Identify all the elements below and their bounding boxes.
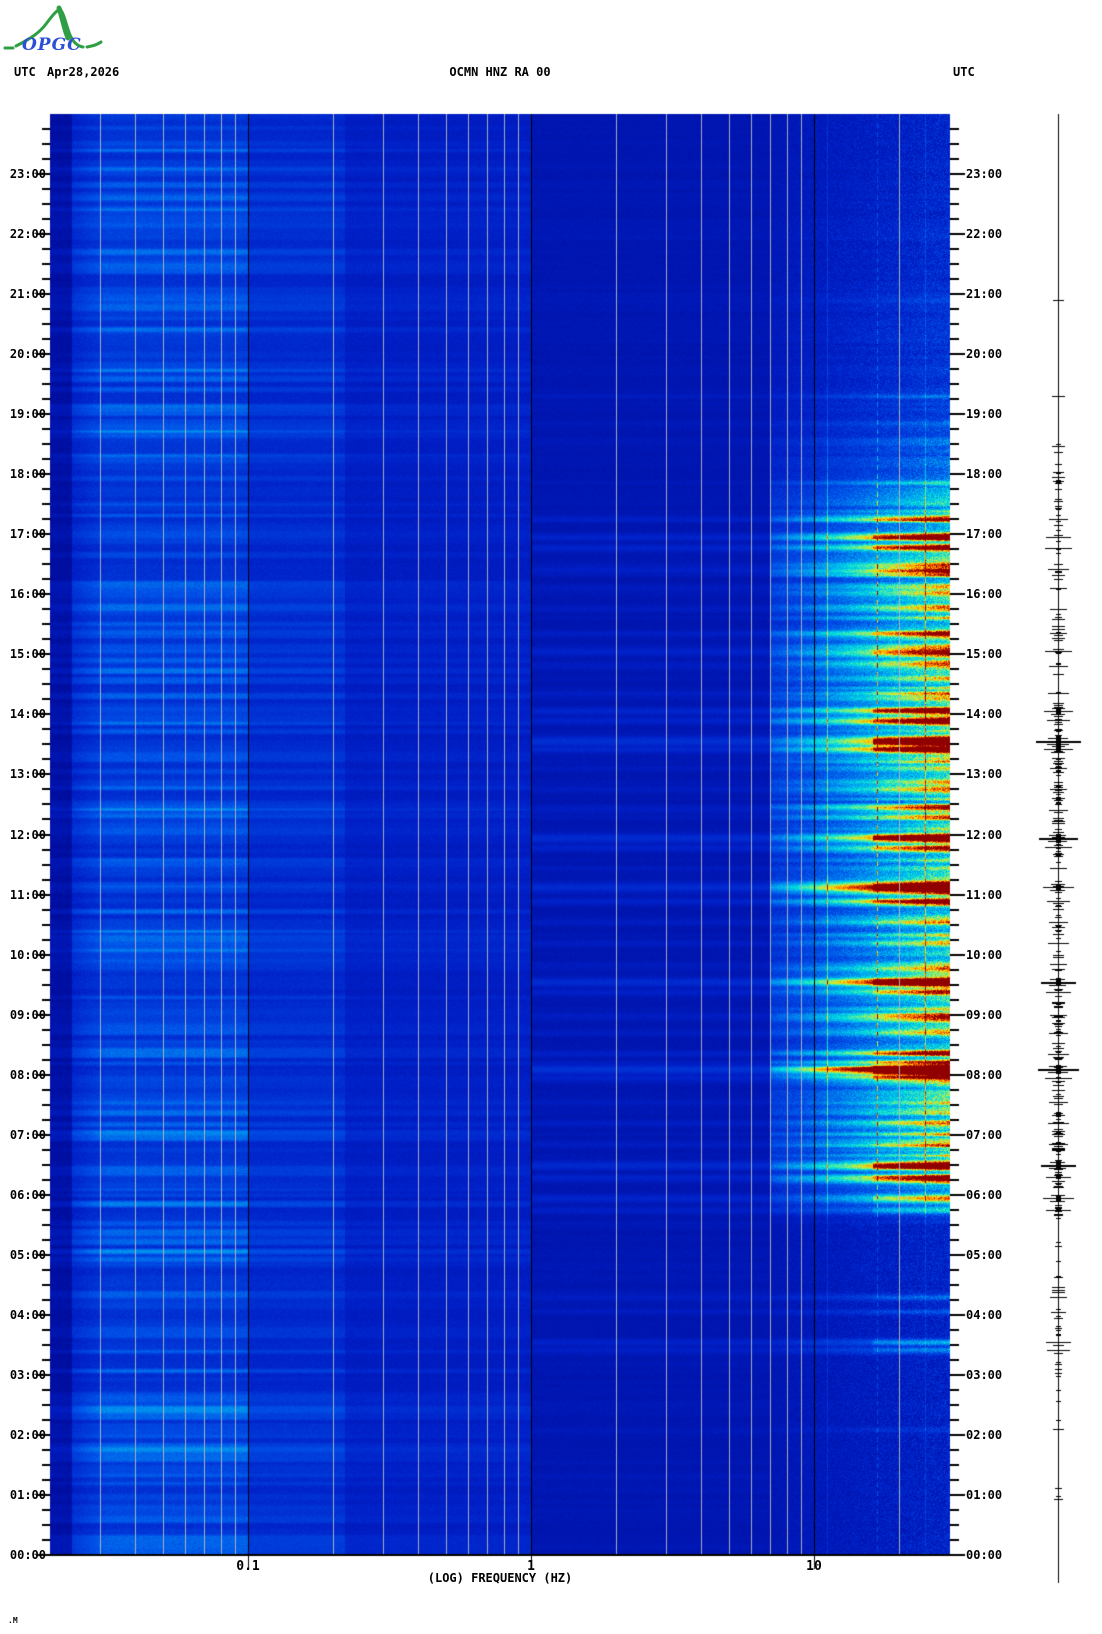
time-label-left: 01:00 <box>9 1487 46 1502</box>
freq-tick-label: 0.1 <box>236 1559 260 1574</box>
time-label-left: 19:00 <box>9 407 46 422</box>
time-label-left: 22:00 <box>9 227 46 242</box>
time-label-left: 04:00 <box>9 1307 46 1322</box>
time-label-left: 02:00 <box>9 1427 46 1442</box>
time-label-left: 03:00 <box>9 1367 46 1382</box>
time-label-left: 11:00 <box>9 887 46 902</box>
freq-tick-label: 1 <box>527 1559 535 1574</box>
time-label-right: 13:00 <box>966 767 1003 782</box>
time-label-left: 12:00 <box>9 827 46 842</box>
footer-mark: .M <box>8 1616 18 1625</box>
time-label-right: 12:00 <box>966 827 1003 842</box>
time-label-right: 18:00 <box>966 467 1003 482</box>
time-label-left: 09:00 <box>9 1007 46 1022</box>
time-label-left: 23:00 <box>9 167 46 182</box>
time-label-left: 08:00 <box>9 1067 46 1082</box>
time-label-right: 20:00 <box>966 347 1003 362</box>
time-label-right: 11:00 <box>966 887 1003 902</box>
time-label-left: 14:00 <box>9 707 46 722</box>
time-label-right: 06:00 <box>966 1187 1003 1202</box>
time-label-right: 21:00 <box>966 287 1003 302</box>
time-label-left: 16:00 <box>9 587 46 602</box>
time-label-left: 18:00 <box>9 467 46 482</box>
time-label-left: 05:00 <box>9 1247 46 1262</box>
time-label-left: 21:00 <box>9 287 46 302</box>
time-label-right: 17:00 <box>966 527 1003 542</box>
time-label-right: 10:00 <box>966 947 1003 962</box>
time-label-right: 22:00 <box>966 227 1003 242</box>
time-label-right: 03:00 <box>966 1367 1003 1382</box>
time-label-right: 19:00 <box>966 407 1003 422</box>
time-label-left: 00:00 <box>9 1548 46 1562</box>
time-label-left: 07:00 <box>9 1127 46 1142</box>
time-label-left: 10:00 <box>9 947 46 962</box>
time-label-left: 17:00 <box>9 527 46 542</box>
time-label-right: 04:00 <box>966 1307 1003 1322</box>
time-label-left: 15:00 <box>9 647 46 662</box>
time-label-right: 14:00 <box>966 707 1003 722</box>
time-label-right: 01:00 <box>966 1487 1003 1502</box>
time-label-right: 00:00 <box>966 1548 1003 1562</box>
time-label-right: 23:00 <box>966 167 1003 182</box>
time-label-right: 16:00 <box>966 587 1003 602</box>
time-label-left: 13:00 <box>9 767 46 782</box>
time-label-right: 09:00 <box>966 1007 1003 1022</box>
time-label-left: 20:00 <box>9 347 46 362</box>
freq-tick-label: 10 <box>806 1559 822 1574</box>
x-axis-label: (LOG) FREQUENCY (HZ) <box>427 1571 573 1585</box>
time-label-right: 07:00 <box>966 1127 1003 1142</box>
time-label-right: 15:00 <box>966 647 1003 662</box>
time-label-right: 02:00 <box>966 1427 1003 1442</box>
time-label-right: 08:00 <box>966 1067 1003 1082</box>
time-label-left: 06:00 <box>9 1187 46 1202</box>
time-label-right: 05:00 <box>966 1247 1003 1262</box>
